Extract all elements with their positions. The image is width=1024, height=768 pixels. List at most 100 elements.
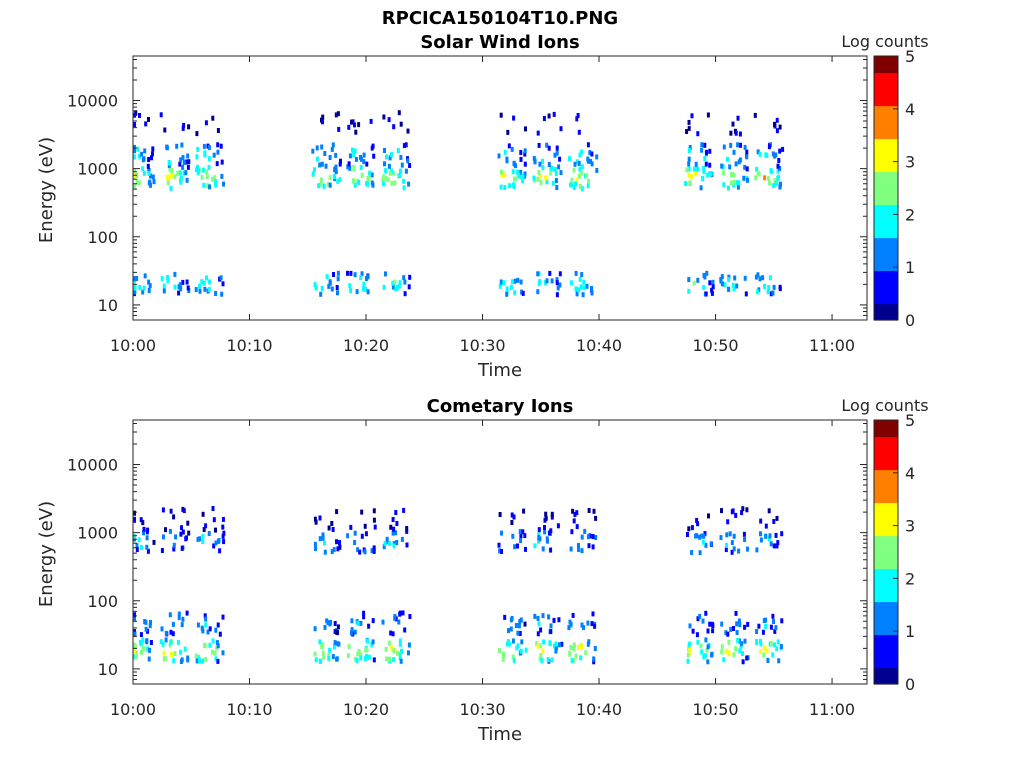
heatmap-cell	[768, 533, 772, 539]
heatmap-cell	[149, 620, 152, 625]
heatmap-cell	[771, 290, 775, 296]
heatmap-cell	[313, 626, 317, 632]
heatmap-cell	[546, 657, 550, 663]
heatmap-cell	[150, 155, 153, 161]
colorbar-segment	[874, 274, 898, 280]
heatmap-cell	[203, 613, 207, 619]
heatmap-cell	[145, 639, 149, 645]
heatmap-cell	[359, 620, 363, 626]
x-tick-label: 10:40	[576, 700, 622, 719]
heatmap-cell	[511, 654, 515, 660]
heatmap-cell	[570, 177, 574, 183]
heatmap-cell	[503, 149, 507, 155]
colorbar-segment	[874, 453, 898, 458]
heatmap-cell	[575, 510, 579, 516]
heatmap-cell	[365, 161, 369, 167]
heatmap-cell	[186, 285, 190, 291]
heatmap-cell	[133, 280, 136, 286]
heatmap-cell	[346, 164, 350, 170]
heatmap-cell	[215, 640, 219, 646]
heatmap-cell	[745, 507, 749, 513]
heatmap-cell	[735, 630, 739, 635]
colorbar-segment	[874, 671, 898, 677]
x-tick-label: 10:00	[110, 700, 156, 719]
heatmap-cell	[580, 622, 584, 628]
colorbar-segment	[874, 572, 898, 578]
heatmap-cell	[734, 130, 738, 136]
heatmap-cell	[172, 658, 176, 664]
y-tick-label: 1000	[77, 524, 118, 543]
heatmap-cell	[365, 181, 369, 186]
heatmap-cell	[733, 275, 737, 281]
heatmap-cell	[148, 179, 152, 185]
heatmap-cell	[533, 613, 537, 619]
heatmap-cell	[202, 182, 206, 188]
heatmap-cell	[726, 156, 729, 162]
heatmap-cell	[766, 289, 770, 295]
heatmap-cell	[406, 158, 410, 164]
colorbar-segment	[874, 60, 898, 65]
heatmap-cell	[548, 640, 552, 646]
heatmap-cell	[321, 642, 325, 648]
colorbar-segment	[874, 183, 898, 189]
heatmap-cell	[590, 621, 594, 627]
heatmap-cell	[384, 646, 388, 652]
heatmap-cell	[509, 626, 513, 632]
heatmap-cell	[774, 152, 778, 158]
heatmap-cell	[206, 629, 210, 635]
heatmap-cell	[722, 657, 726, 663]
heatmap-cell	[501, 656, 505, 662]
heatmap-cell	[732, 626, 735, 631]
heatmap-cell	[745, 154, 749, 160]
heatmap-cell	[216, 539, 220, 544]
heatmap-cell	[336, 290, 339, 296]
heatmap-cell	[353, 272, 357, 278]
heatmap-cell	[137, 180, 141, 186]
heatmap-cell	[161, 641, 165, 647]
heatmap-cell	[735, 283, 739, 289]
colorbar-segment	[874, 315, 898, 321]
heatmap-cell	[734, 512, 738, 518]
heatmap-cell	[393, 279, 397, 285]
heatmap-cell	[568, 156, 571, 162]
heatmap-cell	[146, 548, 150, 554]
heatmap-cell	[338, 540, 341, 546]
heatmap-cell	[578, 276, 582, 282]
heatmap-cell	[333, 621, 337, 626]
heatmap-cell	[315, 145, 319, 151]
heatmap-cell	[569, 621, 573, 627]
heatmap-cell	[518, 529, 522, 535]
colorbar-segment	[874, 126, 898, 131]
colorbar-segment	[874, 163, 898, 168]
heatmap-cell	[776, 168, 780, 174]
heatmap-cell	[686, 658, 690, 664]
heatmap-cell	[207, 286, 211, 292]
heatmap-cell	[146, 646, 150, 652]
heatmap-cell	[720, 281, 724, 287]
heatmap-cell	[360, 172, 364, 178]
heatmap-cell	[505, 158, 509, 164]
heatmap-cell	[142, 530, 145, 536]
heatmap-cell	[141, 646, 145, 652]
heatmap-cell	[732, 546, 736, 552]
heatmap-cell	[577, 547, 581, 552]
heatmap-cell	[338, 544, 342, 550]
heatmap-cell	[338, 177, 342, 183]
heatmap-cell	[147, 157, 151, 162]
heatmap-cell	[398, 638, 402, 644]
heatmap-cell	[533, 543, 537, 549]
heatmap-cell	[705, 270, 709, 276]
heatmap-cell	[497, 153, 501, 159]
heatmap-cell	[368, 170, 372, 176]
colorbar-segment	[874, 514, 898, 520]
heatmap-cell	[311, 171, 315, 177]
heatmap-cell	[388, 170, 392, 176]
x-tick-label: 10:30	[459, 700, 505, 719]
heatmap-cell	[350, 119, 353, 125]
heatmap-cell	[708, 171, 712, 177]
heatmap-cell	[710, 287, 714, 293]
heatmap-cell	[147, 656, 151, 662]
heatmap-cell	[575, 291, 579, 297]
heatmap-cell	[398, 641, 402, 647]
